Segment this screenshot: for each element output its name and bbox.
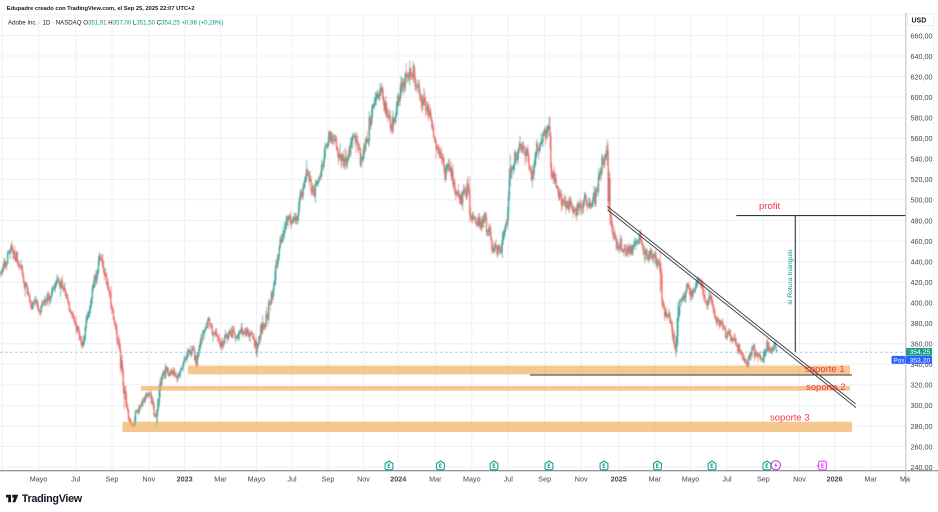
svg-text:300,00: 300,00 <box>911 401 933 410</box>
svg-text:440,00: 440,00 <box>911 257 933 266</box>
svg-text:353,20: 353,20 <box>910 357 931 364</box>
svg-text:2026: 2026 <box>827 475 843 484</box>
svg-text:Jul: Jul <box>287 475 297 484</box>
svg-text:soporte 3: soporte 3 <box>770 412 810 423</box>
svg-text:Jul: Jul <box>71 475 81 484</box>
svg-text:480,00: 480,00 <box>911 216 933 225</box>
svg-text:soporte 1: soporte 1 <box>805 364 845 375</box>
svg-text:354,25: 354,25 <box>910 349 931 356</box>
svg-text:Jul: Jul <box>722 475 732 484</box>
svg-text:280,00: 280,00 <box>911 422 933 431</box>
svg-text:360,00: 360,00 <box>911 340 933 349</box>
svg-text:620,00: 620,00 <box>911 72 933 81</box>
svg-text:Sep: Sep <box>106 475 119 484</box>
svg-text:260,00: 260,00 <box>911 442 933 451</box>
svg-text:Mayo: Mayo <box>463 475 481 484</box>
svg-text:500,00: 500,00 <box>911 196 933 205</box>
svg-text:540,00: 540,00 <box>911 155 933 164</box>
svg-text:Pos: Pos <box>894 357 905 364</box>
svg-text:420,00: 420,00 <box>911 278 933 287</box>
svg-text:Nov: Nov <box>357 475 370 484</box>
svg-text:340,00: 340,00 <box>911 360 933 369</box>
svg-text:TradingView: TradingView <box>22 493 83 505</box>
svg-text:Mar: Mar <box>864 475 877 484</box>
svg-text:profit: profit <box>759 201 780 212</box>
svg-text:Mar: Mar <box>214 475 227 484</box>
svg-text:380,00: 380,00 <box>911 319 933 328</box>
svg-text:Mayo: Mayo <box>248 475 266 484</box>
svg-text:320,00: 320,00 <box>911 381 933 390</box>
svg-text:460,00: 460,00 <box>911 237 933 246</box>
svg-text:Mayo: Mayo <box>682 475 700 484</box>
svg-text:2025: 2025 <box>611 475 627 484</box>
svg-text:Mar: Mar <box>649 475 662 484</box>
svg-text:Ma: Ma <box>900 475 910 484</box>
svg-text:560,00: 560,00 <box>911 134 933 143</box>
svg-text:Sep: Sep <box>322 475 335 484</box>
svg-text:soporte 2: soporte 2 <box>806 382 846 393</box>
svg-text:Edupadre creado con TradingVie: Edupadre creado con TradingView.com, el … <box>7 6 195 12</box>
svg-text:240,00: 240,00 <box>911 463 933 472</box>
svg-text:Sep: Sep <box>757 475 770 484</box>
svg-text:Mar: Mar <box>429 475 442 484</box>
svg-text:Nov: Nov <box>575 475 588 484</box>
svg-text:400,00: 400,00 <box>911 299 933 308</box>
svg-text:Nov: Nov <box>142 475 155 484</box>
svg-text:660,00: 660,00 <box>911 31 933 40</box>
svg-text:640,00: 640,00 <box>911 52 933 61</box>
svg-text:Mayo: Mayo <box>30 475 48 484</box>
svg-text:Sep: Sep <box>538 475 551 484</box>
svg-text:580,00: 580,00 <box>911 114 933 123</box>
svg-text:Jul: Jul <box>504 475 514 484</box>
svg-text:USD: USD <box>912 18 927 25</box>
svg-text:520,00: 520,00 <box>911 175 933 184</box>
svg-text:2024: 2024 <box>390 475 406 484</box>
svg-text:Nov: Nov <box>793 475 806 484</box>
svg-text:600,00: 600,00 <box>911 93 933 102</box>
svg-text:Adobe Inc. · 1D · NASDAQ O351,: Adobe Inc. · 1D · NASDAQ O351,91 H357,00… <box>8 20 223 27</box>
svg-text:si Rotura triángulo: si Rotura triángulo <box>787 249 794 304</box>
svg-text:2023: 2023 <box>177 475 193 484</box>
